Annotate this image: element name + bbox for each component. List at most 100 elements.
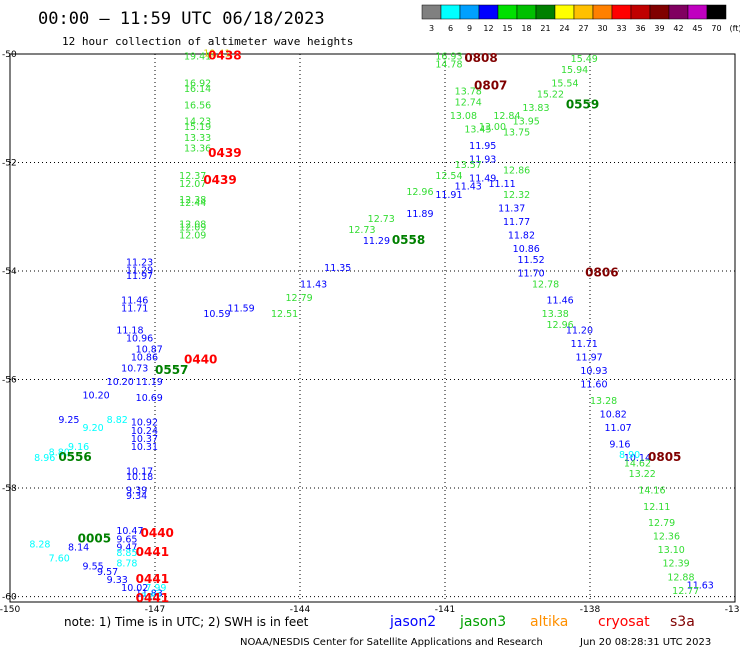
legend-item-cryosat: cryosat: [598, 614, 650, 630]
cryosat-point-label: 7.99: [145, 583, 166, 594]
jason3-point-label: 15.22: [537, 89, 564, 100]
jason2-point-label: 10.47: [116, 526, 143, 537]
jason2-point-label: 10.31: [131, 442, 158, 453]
footer-timestamp: Jun 20 08:28:31 UTC 2023: [579, 637, 711, 648]
jason2-point-label: 11.82: [508, 230, 535, 241]
y-tick-label: -58: [2, 484, 17, 494]
jason2-point-label: 10.24: [131, 426, 158, 437]
y-tick-label: -52: [2, 159, 17, 169]
jason2-point-label: 11.70: [518, 268, 545, 279]
jason2-point-label: 11.52: [518, 255, 545, 266]
footer-source: NOAA/NESDIS Center for Satellite Applica…: [240, 637, 543, 648]
colorbar-swatch: [421, 4, 442, 20]
colorbar-swatch: [706, 4, 727, 20]
jason3-point-label: 12.44: [179, 198, 206, 209]
colorbar-label: 42: [673, 24, 683, 33]
jason3-point-label: 12.09: [179, 230, 206, 241]
axis-ticks: -150 -147 -144 -141 -138 -135 -50 -52 -54 -56 -58 -…: [0, 50, 740, 615]
colorbar-label: 33: [616, 24, 626, 33]
jason3-point-label: 12.73: [348, 225, 375, 236]
jason3-point-label: 13.75: [503, 127, 530, 138]
jason2-point-label: 10.37: [131, 434, 158, 445]
jason3-point-label: 12.37: [179, 171, 206, 182]
legend-note: note: 1) Time is in UTC; 2) SWH is in fe…: [64, 615, 309, 629]
jason2-point-label: 10.20: [83, 391, 110, 402]
jason2-point-label: 10.82: [600, 410, 627, 421]
colorbar-swatch: [649, 4, 670, 20]
colorbar-label: 27: [578, 24, 588, 33]
time-label: 0440: [141, 526, 174, 540]
colorbar-swatch: [668, 4, 689, 20]
colorbar-label: 9: [467, 24, 472, 33]
jason2-point-label: 11.91: [435, 190, 462, 201]
x-tick-label: -144: [290, 605, 311, 615]
y-tick-label: -54: [2, 267, 17, 277]
jason3-point-label: 13.00: [479, 122, 506, 133]
jason3-point-label: 15.94: [561, 65, 588, 76]
cryosat-point-label: 9.20: [83, 423, 104, 434]
jason3-point-label: 13.38: [542, 309, 569, 320]
time-label: 0439: [203, 173, 236, 187]
jason2-point-label: 11.60: [580, 380, 607, 391]
jason2-point-label: 10.02: [121, 583, 148, 594]
jason2-point-label: 11.83: [136, 589, 163, 600]
time-label: 0438: [208, 48, 241, 62]
cryosat-point-label: 9.16: [68, 442, 89, 453]
jason2-point-label: 10.96: [126, 334, 153, 345]
colorbar-label: 39: [654, 24, 664, 33]
jason3-point-label: 12.07: [179, 179, 206, 190]
colorbar-label: 18: [521, 24, 531, 33]
jason2-point-label: 10.93: [580, 366, 607, 377]
time-label: 0808: [464, 51, 497, 65]
jason2-point-label: 11.37: [498, 203, 525, 214]
colorbar-label: (ft): [729, 24, 740, 33]
jason3-point-label: 15.54: [551, 79, 578, 90]
jason3-point-label: 15.19: [184, 122, 211, 133]
jason3-point-label: 16.56: [184, 100, 211, 111]
colorbar-label: 45: [692, 24, 702, 33]
time-label: 0441: [136, 545, 169, 559]
cryosat-point-label: 8.82: [141, 591, 162, 602]
jason3-point-label: 12.84: [493, 111, 520, 122]
jason2-point-label: 11.18: [116, 325, 143, 336]
colorbar-swatch: [630, 4, 651, 20]
jason3-point-label: 12.32: [503, 190, 530, 201]
jason3-point-label: 15.49: [571, 54, 598, 65]
jason2-point-label: 9.39: [126, 485, 147, 496]
cryosat-point-label: 8.90: [619, 450, 640, 461]
colorbar-swatch: [611, 4, 632, 20]
jason2-point-label: 11.93: [469, 155, 496, 166]
jason3-point-label: 13.33: [184, 133, 211, 144]
satellite-legend: jason2 jason3 altika cryosat s3a: [389, 614, 695, 630]
colorbar-label: 70: [711, 24, 721, 33]
colorbar-swatch: [516, 4, 537, 20]
jason3-point-label: 13.36: [184, 144, 211, 155]
jason3-point-label: 13.10: [658, 545, 685, 556]
legend-item-s3a: s3a: [670, 614, 695, 630]
jason3-point-label: 13.22: [629, 469, 656, 480]
cryosat-point-label: 8.82: [107, 415, 128, 426]
jason2-point-label: 11.59: [228, 304, 255, 315]
time-label: 0441: [136, 591, 169, 605]
y-tick-label: -56: [2, 376, 17, 386]
time-label: 0440: [184, 352, 217, 366]
colorbar-label: 24: [559, 24, 569, 33]
colorbar-label: 6: [448, 24, 453, 33]
jason3-point-label: 13.08: [450, 111, 477, 122]
jason3-point-label: 12.88: [667, 572, 694, 583]
time-labels: 0438 0439 0439 0440 0440 0441 0441 0441 0808 0807…: [136, 48, 682, 605]
plot-area: [9, 53, 736, 603]
jason2-point-label: 11.43: [455, 182, 482, 193]
colorbar-swatch: [535, 4, 556, 20]
jason2-point-label: 11.23: [126, 258, 153, 269]
jason2-point-label: 11.46: [121, 296, 148, 307]
jason2-point-label: 8.14: [68, 542, 89, 553]
jason2-point-label: 11.89: [406, 209, 433, 220]
cryosat-point-label: 7.60: [49, 553, 70, 564]
jason3-point-label: 12.77: [672, 586, 699, 597]
jason2-point-label: 9.25: [58, 415, 79, 426]
chart-subtitle: 12 hour collection of altimeter wave hei…: [62, 35, 353, 48]
jason3-point-label: 12.38: [179, 195, 206, 206]
jason3-point-label: 13.28: [590, 396, 617, 407]
cryosat-point-label: 8.80: [49, 448, 70, 459]
